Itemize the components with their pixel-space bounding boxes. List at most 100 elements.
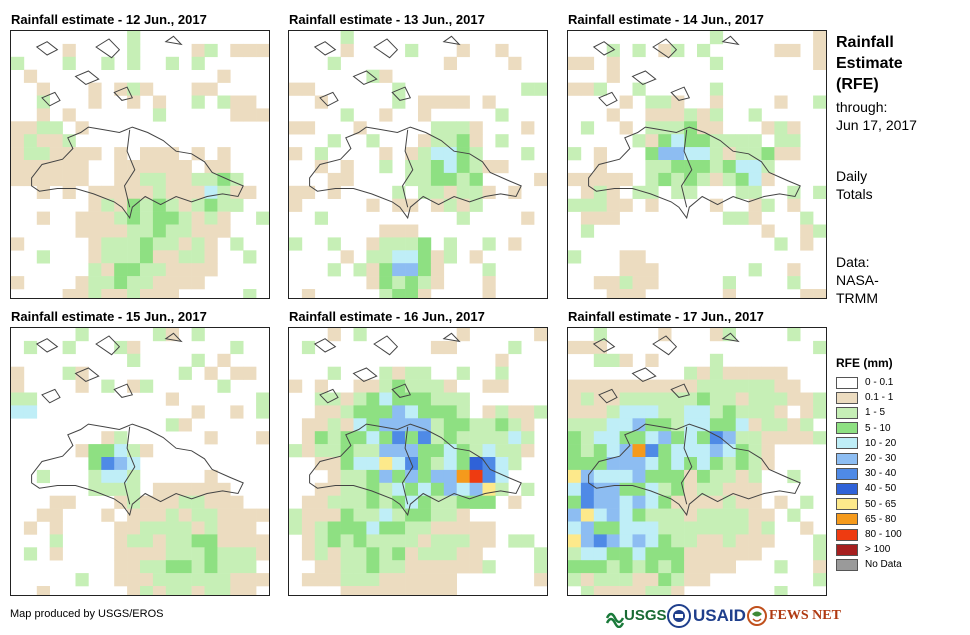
island-outline xyxy=(592,41,616,56)
rainfall-grid xyxy=(289,328,547,595)
panel-title-3: Rainfall estimate - 14 Jun., 2017 xyxy=(568,12,764,27)
hispaniola-outline xyxy=(588,126,801,220)
map-panel-3 xyxy=(567,30,827,299)
legend-label: 10 - 20 xyxy=(865,437,897,449)
country-border xyxy=(401,129,414,208)
legend-item: 65 - 80 xyxy=(836,512,896,527)
legend-item: 50 - 65 xyxy=(836,497,896,512)
usaid-logo-text: USAID xyxy=(693,606,746,625)
legend-label: 20 - 30 xyxy=(865,453,897,464)
fewsnet-globe-icon xyxy=(747,606,767,626)
island-outline xyxy=(352,70,378,85)
hispaniola-outline xyxy=(309,126,522,220)
legend-item: 10 - 20 xyxy=(836,436,896,451)
legend-swatch xyxy=(836,513,858,526)
country-border xyxy=(401,426,414,505)
legend-swatch xyxy=(836,406,858,419)
legend-label: 80 - 100 xyxy=(865,529,902,540)
legend-label: 50 - 65 xyxy=(865,498,897,510)
island-outline xyxy=(35,338,59,353)
through-date: Jun 17, 2017 xyxy=(836,117,917,133)
island-outline xyxy=(592,338,616,353)
island-outline xyxy=(670,86,691,101)
legend-swatch xyxy=(836,558,858,571)
legend-swatch xyxy=(836,528,858,541)
map-credit: Map produced by USGS/EROS xyxy=(10,608,164,620)
rainfall-grid xyxy=(11,31,269,298)
legend-item: 40 - 50 xyxy=(836,481,896,496)
island-outline xyxy=(631,70,657,85)
island-outline xyxy=(598,388,618,404)
legend-item: 20 - 30 xyxy=(836,451,896,466)
island-outline xyxy=(652,335,678,356)
island-outline xyxy=(113,86,134,101)
data-source-line: NASA- xyxy=(836,272,879,288)
country-border xyxy=(680,129,693,208)
hispaniola-outline xyxy=(31,423,244,517)
usaid-seal-icon xyxy=(667,604,691,628)
island-outline xyxy=(721,332,740,343)
legend-label: 40 - 50 xyxy=(865,483,897,495)
panel-title-1: Rainfall estimate - 12 Jun., 2017 xyxy=(11,12,207,27)
island-outline xyxy=(319,91,339,107)
legend-swatch xyxy=(836,422,858,435)
legend-item: 5 - 10 xyxy=(836,421,891,436)
hispaniola-outline xyxy=(309,423,522,517)
hispaniola-outline xyxy=(31,126,244,220)
island-outline xyxy=(598,91,618,107)
usaid-logo: USAID xyxy=(693,604,746,628)
island-outline xyxy=(631,367,657,382)
island-outline xyxy=(41,91,61,107)
fewsnet-logo-text: FEWS NET xyxy=(769,608,841,623)
island-outline xyxy=(442,35,461,46)
side-title-line: (RFE) xyxy=(836,76,879,93)
legend-item: 0 - 0.1 xyxy=(836,375,893,390)
legend-label: 65 - 80 xyxy=(865,513,897,525)
country-border xyxy=(123,426,136,505)
legend-swatch xyxy=(836,391,858,404)
island-outline xyxy=(313,41,337,56)
island-outline xyxy=(164,35,183,46)
legend-swatch xyxy=(836,376,858,389)
side-title: Rainfall Estimate (RFE) xyxy=(836,32,903,95)
legend-label: 30 - 40 xyxy=(865,468,897,480)
rainfall-grid xyxy=(568,328,826,595)
island-outline xyxy=(41,388,61,404)
through-label: through: xyxy=(836,99,888,115)
legend-label: 1 - 5 xyxy=(865,407,886,419)
country-border xyxy=(680,426,693,505)
usgs-logo: USGS xyxy=(605,604,667,628)
island-outline xyxy=(442,332,461,343)
side-title-line: Estimate xyxy=(836,55,903,72)
fewsnet-logo: FEWS NET xyxy=(747,604,841,628)
legend-title: RFE (mm) xyxy=(836,356,893,370)
legend-swatch xyxy=(836,467,858,480)
usgs-logo-text: USGS xyxy=(624,607,667,624)
hispaniola-outline xyxy=(588,423,801,517)
island-outline xyxy=(373,335,399,356)
legend-label: No Data xyxy=(865,559,902,571)
island-outline xyxy=(721,35,740,46)
usgs-logo-mark xyxy=(605,612,625,628)
data-source-line: Data: xyxy=(836,254,870,270)
island-outline xyxy=(670,383,691,398)
legend-item: No Data xyxy=(836,557,902,572)
legend-item: > 100 xyxy=(836,542,890,557)
island-outline xyxy=(164,332,183,343)
legend-item: 0.1 - 1 xyxy=(836,390,893,405)
data-source-block: Data: NASA- TRMM xyxy=(836,253,879,307)
map-panel-2 xyxy=(288,30,548,299)
island-outline xyxy=(352,367,378,382)
panel-title-4: Rainfall estimate - 15 Jun., 2017 xyxy=(11,309,207,324)
island-outline xyxy=(74,367,100,382)
island-outline xyxy=(391,86,412,101)
panel-title-2: Rainfall estimate - 13 Jun., 2017 xyxy=(289,12,485,27)
legend-swatch xyxy=(836,543,858,556)
rainfall-grid xyxy=(289,31,547,298)
totals-line: Totals xyxy=(836,186,873,202)
island-outline xyxy=(95,335,121,356)
map-panel-6 xyxy=(567,327,827,596)
totals-block: Daily Totals xyxy=(836,167,873,203)
panel-title-6: Rainfall estimate - 17 Jun., 2017 xyxy=(568,309,764,324)
data-source-line: TRMM xyxy=(836,290,878,306)
